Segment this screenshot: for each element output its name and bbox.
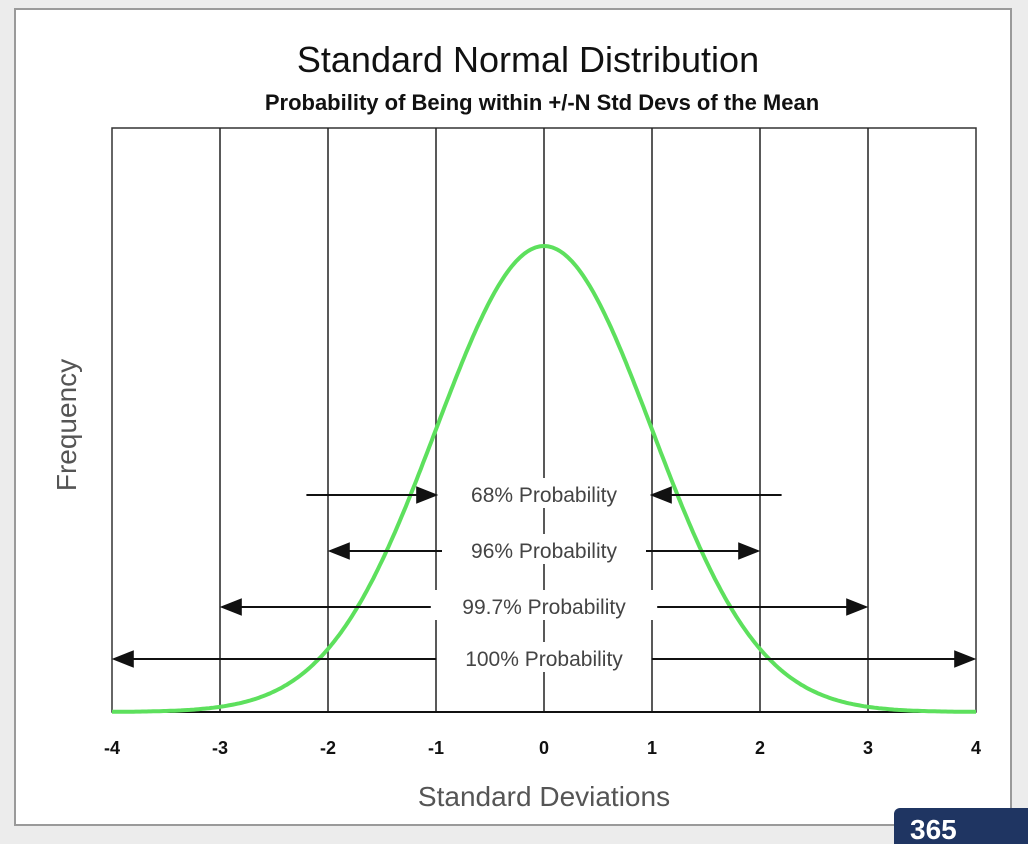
annotation-4: 100% Probability [111,642,977,672]
x-tick-label: 1 [647,738,657,758]
annotation-label: 96% Probability [471,540,617,563]
annotation-label: 68% Probability [471,484,617,507]
x-tick-label: -3 [212,738,228,758]
grid-lines [112,128,976,713]
x-tick-label: 0 [539,738,549,758]
x-axis-label: Standard Deviations [418,781,670,812]
y-axis-label: Frequency [51,359,82,491]
x-tick-label: 2 [755,738,765,758]
distribution-curve [112,243,976,714]
annotation-label: 100% Probability [465,648,623,671]
brand-logo: 365 [894,808,1028,844]
chart: Standard Normal Distribution Probability… [51,39,981,812]
logo-text: 365 [910,814,957,844]
chart-subtitle: Probability of Being within +/-N Std Dev… [265,90,819,115]
chart-title: Standard Normal Distribution [297,39,759,80]
x-tick-label: -2 [320,738,336,758]
annotation-label: 99.7% Probability [462,596,626,619]
x-tick-label: 3 [863,738,873,758]
annotations: 68% Probability 96% Probability 99.7% Prob… [111,478,977,672]
x-tick-label: 4 [971,738,981,758]
x-tick-label: -4 [104,738,120,758]
annotation-2: 96% Probability [327,534,761,564]
annotation-1: 68% Probability [306,478,782,508]
series-layer [112,243,976,714]
annotation-3: 99.7% Probability [219,590,869,620]
x-tick-label: -1 [428,738,444,758]
x-ticks: -4 -3 -2 -1 0 1 2 3 4 [104,738,981,758]
chart-frame: Standard Normal Distribution Probability… [14,8,1028,844]
